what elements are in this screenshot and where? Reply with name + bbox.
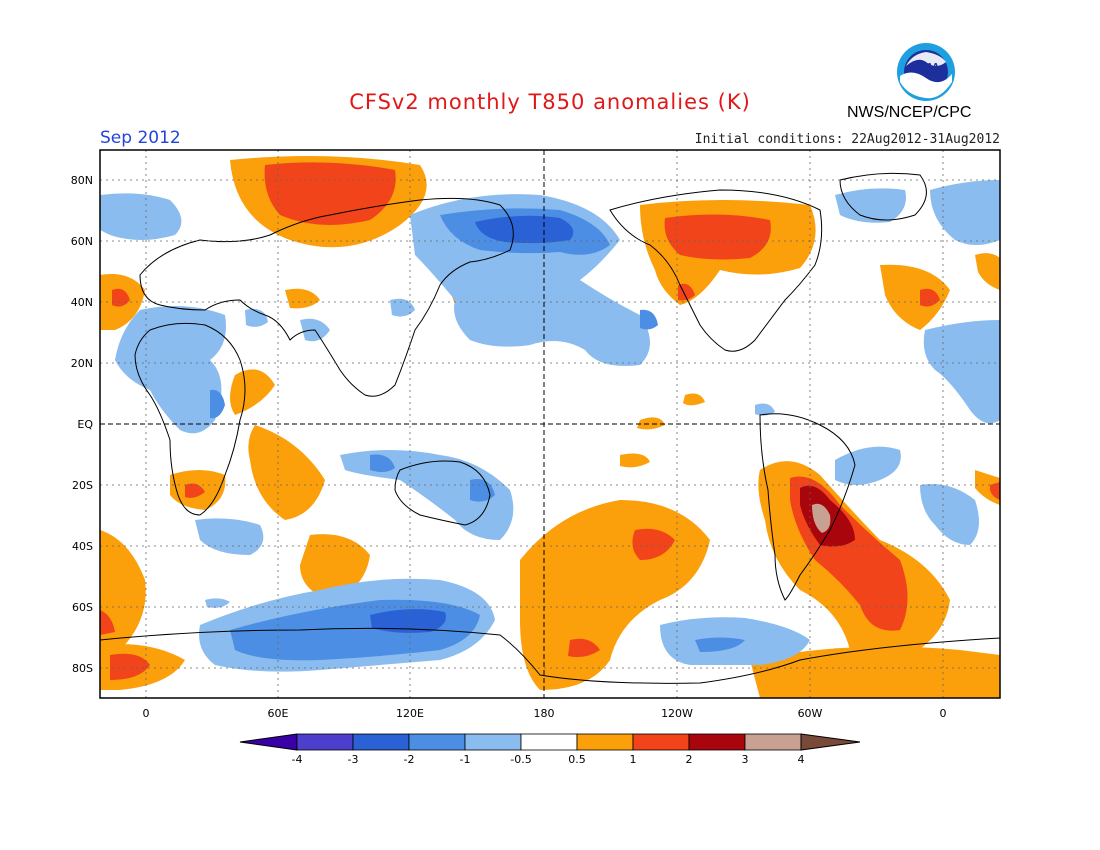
agency-label: NWS/NCEP/CPC <box>847 104 972 121</box>
lon-label: 120E <box>396 707 424 720</box>
anomaly-fields <box>100 150 1000 698</box>
equator-dateline <box>100 150 1000 698</box>
lon-label: 0 <box>143 707 150 720</box>
latitude-labels: 80N 60N 40N 20N EQ 20S 40S 60S 80S <box>71 174 94 675</box>
lon-label: 0 <box>940 707 947 720</box>
lon-label: 60W <box>798 707 823 720</box>
coastlines <box>100 172 1000 684</box>
colorbar-label: -1 <box>460 753 471 766</box>
colorbar-swatch <box>576 733 634 751</box>
colorbar-swatch <box>688 733 746 751</box>
initial-conditions: Initial conditions: 22Aug2012-31Aug2012 <box>694 132 1000 147</box>
colorbar-label: 1 <box>630 753 637 766</box>
lat-label: 40N <box>71 296 93 309</box>
extreme-cool-regions <box>370 215 574 633</box>
colorbar-label: -2 <box>404 753 415 766</box>
colorbar-swatch <box>352 733 410 751</box>
colorbar-label: 2 <box>686 753 693 766</box>
colorbar-label: 0.5 <box>568 753 586 766</box>
lon-label: 120W <box>661 707 693 720</box>
peak-warm-region <box>812 503 831 533</box>
lat-label: 60S <box>72 601 93 614</box>
lat-label: 20S <box>72 479 93 492</box>
longitude-labels: 0 60E 120E 180 120W 60W 0 <box>143 707 947 720</box>
colorbar-swatch <box>408 733 466 751</box>
colorbar-min-arrow <box>239 733 298 751</box>
lon-label: 180 <box>534 707 555 720</box>
colorbar-swatch <box>464 733 522 751</box>
lat-label: 40S <box>72 540 93 553</box>
grid-lines <box>100 150 1000 698</box>
map-title: CFSv2 monthly T850 anomalies (K) <box>349 90 751 114</box>
svg-text:NOAA: NOAA <box>913 62 939 71</box>
forecast-month: Sep 2012 <box>100 128 181 148</box>
colorbar: -4 -3 -2 -1 -0.5 0.5 1 2 3 4 <box>239 733 861 766</box>
colorbar-label: -4 <box>292 753 303 766</box>
colorbar-swatch <box>296 733 354 751</box>
colorbar-max-arrow <box>800 733 861 751</box>
lon-label: 60E <box>268 707 289 720</box>
colorbar-swatch <box>520 733 578 751</box>
colorbar-label: 3 <box>742 753 749 766</box>
lat-label: 60N <box>71 235 93 248</box>
colorbar-label: 4 <box>798 753 805 766</box>
colorbar-label: -3 <box>348 753 359 766</box>
lat-label: 20N <box>71 357 93 370</box>
lat-label: 80S <box>72 662 93 675</box>
noaa-logo-icon: NOAA <box>897 43 955 101</box>
lat-label: 80N <box>71 174 93 187</box>
colorbar-label: -0.5 <box>510 753 531 766</box>
colorbar-swatch <box>744 733 802 751</box>
lat-label: EQ <box>77 418 93 431</box>
colorbar-swatch <box>632 733 690 751</box>
map-frame <box>99 149 1001 699</box>
